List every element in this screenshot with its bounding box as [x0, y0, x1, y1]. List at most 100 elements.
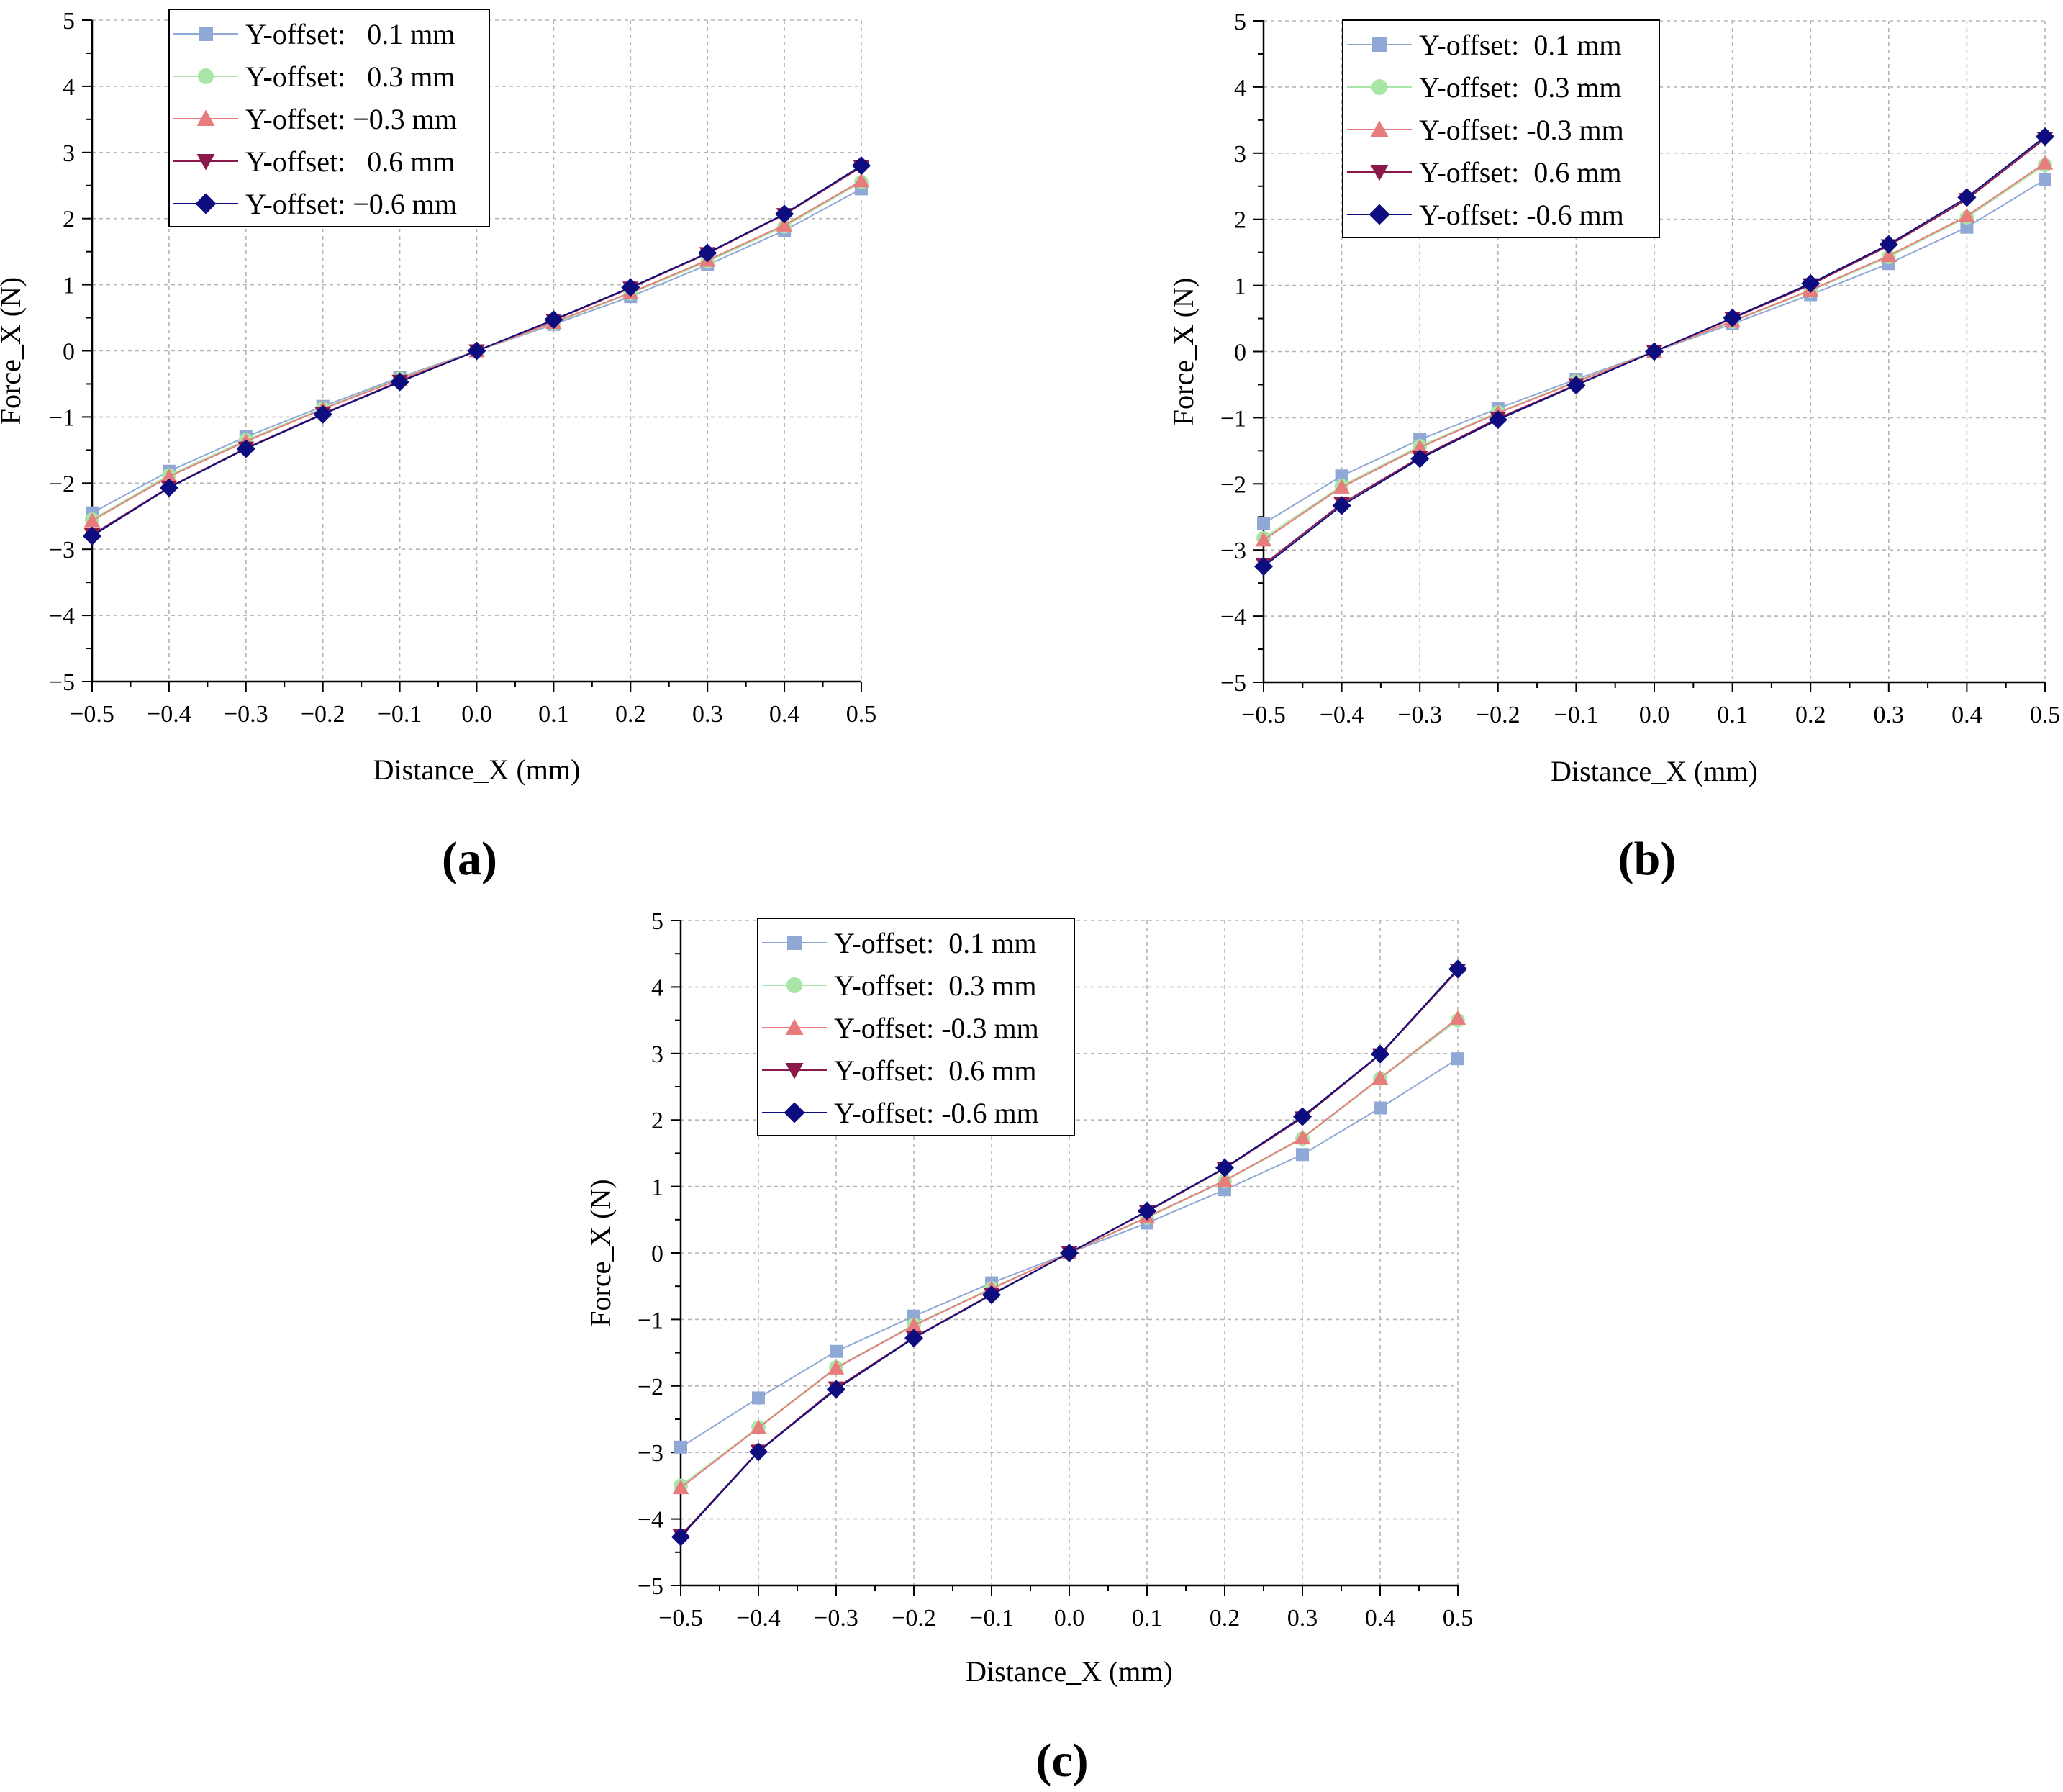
data-point	[904, 1329, 924, 1348]
y-tick-label: 1	[1234, 273, 1246, 300]
y-tick-label: 2	[63, 207, 75, 233]
data-point	[1488, 410, 1507, 430]
legend-label: Y-offset: 0.6 mm	[834, 1054, 1036, 1087]
data-point	[2039, 173, 2051, 186]
legend-label: Y-offset: −0.3 mm	[245, 103, 457, 135]
x-axis-title: Distance_X (mm)	[373, 754, 581, 786]
data-point	[672, 1479, 689, 1495]
x-tick-label: 0.5	[846, 701, 877, 728]
x-tick-label: −0.5	[70, 701, 114, 728]
data-point	[1374, 1101, 1387, 1115]
legend-label: Y-offset: 0.3 mm	[1419, 71, 1621, 104]
x-tick-label: −0.5	[658, 1605, 703, 1632]
legend-label: Y-offset: -0.6 mm	[1419, 199, 1624, 231]
x-tick-label: −0.3	[814, 1605, 858, 1632]
x-tick-label: 0.4	[1365, 1605, 1396, 1632]
data-point	[1059, 1243, 1079, 1263]
legend: Y-offset: 0.1 mm Y-offset: 0.3 mm Y-offset…	[1342, 19, 1660, 238]
y-tick-label: −2	[638, 1374, 663, 1400]
x-tick-label: 0.1	[1132, 1605, 1163, 1632]
x-tick-label: 0.0	[1054, 1605, 1085, 1632]
panel-label: (c)	[1035, 1734, 1088, 1787]
y-tick-label: 3	[1234, 141, 1246, 168]
chart-panel-2: −0.5 −0.4 −0.3 −0.2 −0.1 0.0 0.1 0.2 0.3 0.4 0.5 −5…	[584, 908, 1473, 1787]
data-point	[467, 341, 486, 361]
legend-swatch-marker	[1369, 204, 1390, 225]
x-tick-label: −0.4	[147, 701, 191, 728]
x-tick-label: 0.4	[769, 701, 800, 728]
data-point	[1333, 479, 1350, 494]
legend-label: Y-offset: 0.3 mm	[834, 969, 1036, 1002]
y-axis-title: Force_X (N)	[584, 1179, 617, 1327]
data-point	[853, 173, 870, 188]
y-tick-label: −5	[49, 669, 75, 696]
series-4	[671, 959, 1468, 1547]
x-tick-label: 0.1	[1717, 702, 1748, 728]
data-point	[160, 468, 178, 484]
y-tick-label: 3	[63, 140, 75, 167]
legend-swatch-marker	[196, 109, 215, 126]
data-point	[1335, 469, 1348, 483]
data-point	[544, 310, 563, 330]
x-tick-label: 0.5	[1443, 1605, 1474, 1632]
data-point	[1296, 1148, 1309, 1162]
y-tick-label: 4	[651, 974, 663, 1001]
y-tick-label: 4	[63, 74, 75, 101]
x-tick-label: 0.3	[1287, 1605, 1318, 1632]
data-point	[830, 1344, 843, 1358]
data-point	[1257, 517, 1270, 530]
y-tick-label: −3	[1220, 538, 1246, 564]
legend-label: Y-offset: 0.1 mm	[245, 18, 455, 50]
data-point	[1449, 1010, 1466, 1025]
y-tick-label: −2	[1220, 471, 1246, 498]
legend-label: Y-offset: 0.6 mm	[1419, 156, 1621, 189]
data-point	[1644, 342, 1664, 361]
data-point	[1216, 1172, 1233, 1187]
legend-label: Y-offset: 0.1 mm	[1419, 29, 1621, 61]
y-tick-label: −4	[638, 1507, 663, 1534]
data-point	[1332, 496, 1351, 515]
data-point	[1723, 308, 1742, 327]
data-point	[905, 1317, 922, 1332]
legend-swatch-marker	[1371, 79, 1387, 95]
data-point	[981, 1285, 1002, 1305]
data-point	[752, 1391, 765, 1405]
y-tick-label: 5	[1234, 9, 1246, 35]
data-point	[1448, 959, 1468, 979]
chart-panel-0: −0.5 −0.4 −0.3 −0.2 −0.1 0.0 0.1 0.2 0.3 0.4 0.5 −5…	[0, 8, 876, 885]
data-point	[1255, 532, 1272, 547]
legend-swatch-marker	[785, 1063, 804, 1080]
data-point	[851, 156, 871, 176]
data-point	[1960, 220, 1974, 234]
y-tick-label: −1	[638, 1307, 663, 1334]
data-point	[776, 217, 793, 232]
legend-label: Y-offset: 0.1 mm	[834, 927, 1036, 959]
y-tick-label: 2	[651, 1108, 663, 1134]
y-axis-title: Force_X (N)	[1167, 278, 1200, 426]
x-tick-label: 0.0	[1639, 702, 1670, 728]
x-tick-label: 0.5	[2030, 702, 2061, 728]
y-tick-label: 3	[651, 1041, 663, 1068]
data-point	[750, 1419, 767, 1435]
y-tick-label: 0	[1234, 340, 1246, 366]
data-point	[1294, 1129, 1311, 1145]
data-point	[1371, 1069, 1389, 1085]
y-tick-label: 2	[1234, 207, 1246, 234]
legend-swatch-marker	[198, 68, 214, 84]
panel-label: (b)	[1618, 833, 1677, 885]
legend-swatch-marker	[784, 1102, 805, 1123]
x-tick-label: −0.1	[1554, 702, 1599, 728]
x-tick-label: 0.2	[1210, 1605, 1241, 1632]
data-point	[1451, 1052, 1464, 1066]
legend-swatch-marker	[1370, 165, 1389, 181]
y-tick-label: −2	[49, 471, 75, 497]
legend: Y-offset: 0.1 mm Y-offset: 0.3 mm Y-offset…	[168, 9, 490, 227]
y-tick-label: 0	[63, 339, 75, 366]
data-point	[1879, 235, 1898, 254]
x-tick-label: −0.4	[736, 1605, 781, 1632]
x-tick-label: 0.4	[1951, 702, 1982, 728]
x-tick-label: −0.2	[1476, 702, 1520, 728]
legend-swatch-marker	[787, 936, 802, 950]
data-point	[698, 243, 717, 263]
data-point	[1411, 439, 1428, 454]
